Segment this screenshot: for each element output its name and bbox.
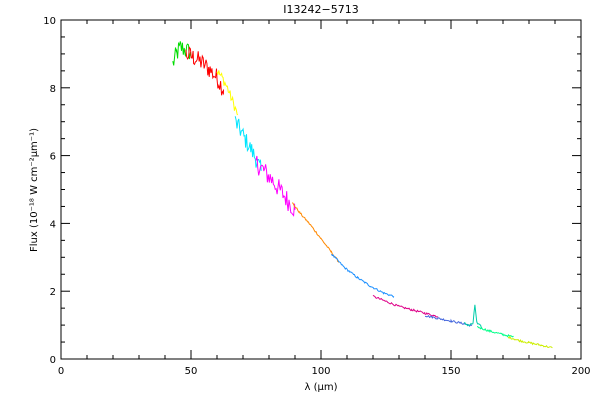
spectrum-segment-9 bbox=[425, 314, 473, 327]
spectrum-segment-11 bbox=[476, 326, 514, 338]
x-axis-title: λ (μm) bbox=[304, 382, 337, 393]
x-tick-label: 200 bbox=[571, 366, 590, 377]
spectrum-segment-3 bbox=[216, 70, 239, 116]
spectrum-series bbox=[172, 41, 553, 349]
y-tick-label: 10 bbox=[43, 16, 56, 27]
spectrum-segment-4 bbox=[234, 116, 262, 171]
spectrum-segment-5 bbox=[255, 155, 296, 217]
chart-title: I13242−5713 bbox=[283, 3, 358, 16]
spectrum-segment-10 bbox=[464, 304, 483, 330]
axis-ticks bbox=[60, 19, 582, 360]
x-tick-label: 50 bbox=[185, 366, 198, 377]
spectrum-segment-8 bbox=[372, 294, 439, 318]
x-tick-label: 150 bbox=[441, 366, 460, 377]
spectrum-segment-2 bbox=[185, 46, 224, 96]
y-tick-label: 2 bbox=[50, 287, 56, 298]
y-tick-label: 0 bbox=[50, 355, 56, 366]
y-tick-label: 8 bbox=[50, 84, 56, 95]
y-tick-label: 6 bbox=[50, 152, 56, 163]
x-tick-label: 0 bbox=[58, 366, 64, 377]
spectrum-segment-1 bbox=[172, 41, 192, 66]
y-axis-title: Flux (10⁻¹⁸ W cm⁻²μm⁻¹) bbox=[29, 128, 40, 252]
axis-tick-labels: 0 50 100 150 200 0 2 4 6 8 10 bbox=[43, 16, 590, 377]
spectrum-segment-6 bbox=[292, 202, 340, 263]
spectrum-segment-12 bbox=[507, 335, 553, 349]
plot-frame bbox=[60, 19, 582, 360]
spectrum-segment-7 bbox=[330, 253, 395, 299]
x-tick-label: 100 bbox=[311, 366, 330, 377]
y-tick-label: 4 bbox=[50, 219, 56, 230]
